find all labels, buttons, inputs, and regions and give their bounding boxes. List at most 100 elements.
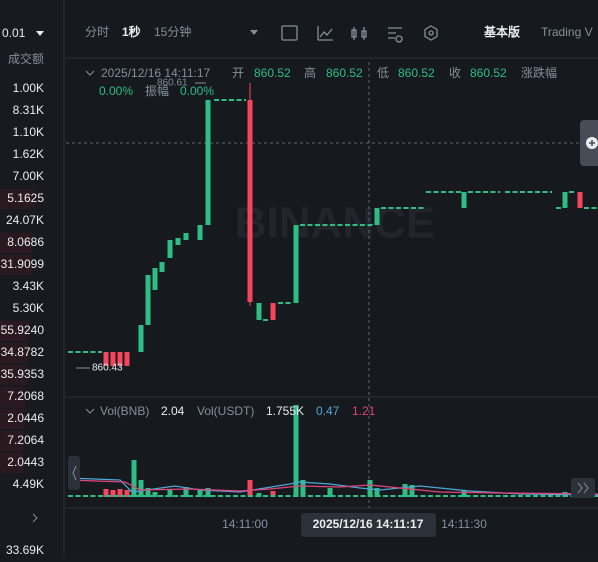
indicator-icon[interactable] bbox=[317, 26, 333, 41]
max-price: 860.61 bbox=[157, 78, 188, 89]
volume-bar bbox=[409, 485, 415, 497]
value-list: 1.00K 8.31K 1.10K 1.62K 7.00K 5.1625 24.07K 8.0… bbox=[0, 81, 44, 491]
candle bbox=[293, 225, 299, 303]
candle bbox=[577, 192, 583, 208]
settings-list-icon[interactable] bbox=[388, 27, 403, 43]
interval[interactable]: 15分钟 bbox=[154, 24, 191, 39]
volume-bar bbox=[300, 480, 306, 497]
time-label: 14:11:30 bbox=[441, 517, 487, 531]
volume-bar bbox=[124, 490, 130, 497]
volume-bar bbox=[131, 460, 137, 497]
candle bbox=[256, 303, 262, 320]
candle bbox=[124, 352, 130, 366]
collapse-icon[interactable] bbox=[85, 408, 95, 414]
candle bbox=[197, 225, 203, 240]
volume-bar bbox=[145, 488, 151, 497]
volume-bar bbox=[110, 490, 116, 497]
info-value: 860.52 bbox=[470, 66, 507, 80]
row-bg bbox=[0, 321, 29, 341]
volume-bar bbox=[205, 488, 211, 497]
info-label: 振幅 bbox=[145, 83, 169, 98]
volume-bar bbox=[270, 491, 276, 497]
info-value: 860.52 bbox=[398, 66, 435, 80]
precision[interactable]: 0.01 bbox=[2, 26, 26, 40]
vol-value: 2.04 bbox=[161, 404, 185, 418]
row-bg bbox=[0, 409, 25, 429]
column-header: 成交额 bbox=[8, 51, 44, 66]
row-bg bbox=[0, 387, 26, 407]
candle bbox=[117, 352, 123, 366]
vol-value: 1.755K bbox=[266, 404, 304, 418]
row-bg bbox=[0, 343, 28, 363]
volume-bar bbox=[183, 487, 189, 497]
list-value: 5.1625 bbox=[7, 191, 44, 205]
volume-bar bbox=[167, 490, 173, 497]
candle bbox=[183, 233, 189, 240]
list-value: 35.9353 bbox=[1, 367, 45, 381]
row-bg bbox=[0, 365, 27, 385]
footer-value: 33.69K bbox=[6, 543, 44, 557]
list-value: 7.00K bbox=[13, 169, 44, 183]
crosshair-time-box bbox=[301, 513, 436, 537]
calendar-icon[interactable] bbox=[281, 25, 298, 41]
dropdown-icon[interactable] bbox=[36, 31, 44, 36]
vol-label: Vol(BNB) bbox=[100, 404, 149, 418]
candle bbox=[145, 275, 151, 325]
candle bbox=[205, 100, 211, 225]
list-value: 3.43K bbox=[13, 279, 44, 293]
row-bg bbox=[0, 431, 24, 451]
volume-bar bbox=[374, 488, 380, 497]
watermark: BINANCE bbox=[235, 199, 435, 248]
view-active[interactable]: 基本版 bbox=[483, 24, 520, 39]
info-value: 860.52 bbox=[254, 66, 291, 80]
vol-ma: 0.47 bbox=[316, 404, 340, 418]
volume-bar bbox=[402, 484, 408, 497]
list-value: 7.2068 bbox=[7, 389, 44, 403]
info-label: 高 bbox=[304, 65, 316, 80]
volume-ma-line bbox=[67, 479, 598, 495]
volume-bar bbox=[197, 489, 203, 497]
list-value: 2.0443 bbox=[7, 455, 44, 469]
info-label: 收 bbox=[449, 66, 461, 80]
candle bbox=[103, 352, 109, 366]
list-value: 4.49K bbox=[13, 477, 44, 491]
arrow-icon[interactable] bbox=[577, 482, 589, 494]
info-datetime: 2025/12/16 14:11:17 bbox=[101, 66, 211, 80]
plus-icon[interactable] bbox=[589, 140, 595, 146]
candle bbox=[175, 238, 181, 245]
crosshair-time: 2025/12/16 14:11:17 bbox=[313, 517, 424, 531]
collapse-icon[interactable] bbox=[85, 70, 95, 76]
list-value: 2.0446 bbox=[7, 411, 44, 425]
scroll-right[interactable] bbox=[571, 478, 595, 498]
list-value: 55.9240 bbox=[1, 323, 45, 337]
list-value: 8.0686 bbox=[7, 235, 44, 249]
row-bg bbox=[0, 255, 32, 275]
gear-icon[interactable] bbox=[424, 25, 438, 41]
candle bbox=[152, 268, 158, 290]
list-value: 31.9099 bbox=[1, 257, 45, 271]
scroll-left[interactable] bbox=[68, 456, 80, 490]
view[interactable]: Trading V bbox=[541, 25, 593, 39]
interval[interactable]: 分时 bbox=[85, 25, 109, 39]
interval-active[interactable]: 1秒 bbox=[122, 24, 141, 39]
info-label: 涨跌幅 bbox=[521, 65, 557, 80]
dropdown-icon[interactable] bbox=[250, 30, 258, 35]
info-label: 开 bbox=[232, 66, 244, 80]
time-label: 14:11:00 bbox=[222, 517, 268, 531]
list-value: 7.2064 bbox=[7, 433, 44, 447]
arrow-icon[interactable] bbox=[72, 465, 77, 481]
row-bg bbox=[0, 453, 23, 473]
list-value: 5.30K bbox=[13, 301, 44, 315]
candle-icon[interactable] bbox=[351, 27, 367, 40]
list-value: 1.00K bbox=[13, 81, 44, 95]
candle bbox=[461, 192, 467, 208]
info-value: 860.52 bbox=[326, 66, 363, 80]
expand-icon[interactable] bbox=[32, 513, 38, 523]
candle bbox=[138, 325, 144, 352]
info-value: 0.00% bbox=[99, 84, 133, 98]
candle bbox=[167, 240, 173, 258]
volume-bar bbox=[138, 480, 144, 497]
candle bbox=[374, 208, 380, 225]
row-bg bbox=[0, 189, 35, 209]
